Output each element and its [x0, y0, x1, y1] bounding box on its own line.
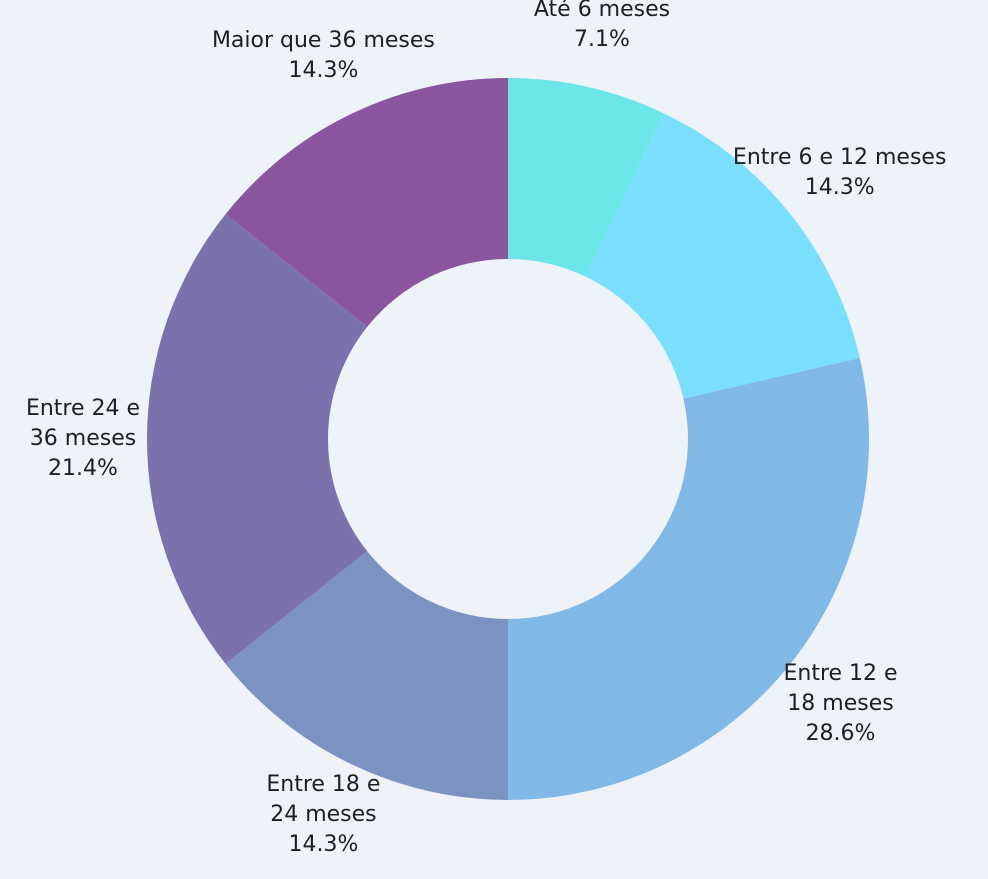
slice: [225, 78, 508, 327]
slice: [225, 551, 508, 800]
slice-label: Entre 24 e 36 meses 21.4%: [13, 394, 153, 484]
slice: [585, 113, 860, 399]
category-label: Entre 24 e 36 meses: [25, 396, 141, 451]
slice-label: Maior que 36 meses 14.3%: [193, 26, 453, 86]
slice-label: Entre 12 e 18 meses 28.6%: [771, 659, 911, 749]
value-label: 7.1%: [574, 26, 630, 52]
slice: [508, 358, 869, 800]
value-label: 14.3%: [288, 832, 359, 857]
value-label: 21.4%: [48, 456, 118, 481]
category-label: Até 6 meses: [533, 0, 671, 22]
value-label: 14.3%: [288, 58, 359, 84]
category-label: Maior que 36 meses: [211, 28, 435, 54]
category-label: Entre 18 e 24 meses: [266, 772, 381, 827]
value-label: 28.6%: [805, 720, 876, 746]
slice: [508, 78, 664, 277]
slice-label: Entre 6 e 12 meses 14.3%: [710, 143, 970, 203]
category-label: Entre 6 e 12 meses: [732, 145, 947, 171]
slice-label: Entre 18 e 24 meses 14.3%: [253, 770, 393, 860]
value-label: 14.3%: [804, 175, 875, 201]
slice: [146, 214, 368, 664]
category-label: Entre 12 e 18 meses: [783, 660, 898, 716]
slice-label: Até 6 meses 7.1%: [472, 0, 732, 55]
